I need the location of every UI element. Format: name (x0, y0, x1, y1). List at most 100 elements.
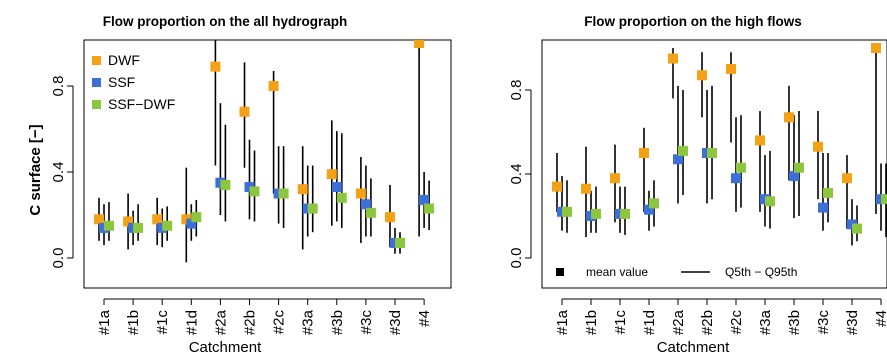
x-axis-label: Catchment (189, 339, 262, 356)
y-tick-label: 0.4 (508, 164, 525, 185)
mean-point-ssf-dwf (307, 203, 318, 214)
x-tick-label: #3d (387, 310, 404, 335)
mean-point-ssf-dwf (162, 220, 173, 231)
axes: 0.0 0.4 0.8 #1a #1b #1c #1d #2a #2b #2c #3a #3b #3c #… (508, 80, 887, 335)
mean-point-dwf (610, 173, 620, 184)
x-tick-label: #2b (242, 310, 259, 335)
mean-point-dwf (581, 183, 591, 194)
x-tick-label: #2c (728, 310, 745, 335)
mean-point-ssf-dwf (678, 145, 688, 156)
legend-label-dwf: DWF (108, 52, 140, 68)
mean-point-dwf (268, 81, 279, 91)
mean-point-ssf-dwf (649, 198, 659, 209)
panel-title: Flow proportion on the high flows (584, 14, 801, 29)
x-tick-label: #3a (757, 309, 774, 335)
panel-high-flows: Flow proportion on the high flows Catchm… (508, 14, 887, 356)
mean-point-ssf-dwf (562, 206, 572, 217)
mean-point-ssf-dwf (249, 186, 260, 197)
mean-point-dwf (94, 214, 104, 225)
x-tick-label: #2c (271, 310, 288, 335)
mean-point-ssf-dwf (765, 196, 775, 207)
mean-point-ssf-dwf (591, 208, 601, 219)
mean-point-dwf (297, 184, 308, 195)
mean-point-ssf (331, 182, 342, 193)
mean-point-ssf-dwf (278, 188, 289, 199)
mean-point-ssf-dwf (220, 179, 231, 190)
mean-point-ssf-dwf (336, 192, 347, 203)
legend-swatch-ssf-dwf (92, 100, 101, 109)
y-tick-label: 0.0 (50, 248, 67, 269)
mean-point-dwf (326, 169, 337, 180)
mean-point-dwf (726, 64, 736, 74)
mean-point-dwf (697, 70, 707, 81)
panel-all-hydrograph: Flow proportion on the all hydrograph C … (27, 14, 452, 356)
mean-point-ssf-dwf (794, 162, 804, 173)
mean-point-ssf-dwf (881, 194, 887, 205)
mean-point-ssf-dwf (823, 187, 833, 198)
mean-point-ssf-dwf (424, 203, 435, 214)
mean-point-ssf (360, 199, 371, 210)
mean-point-ssf (644, 204, 654, 215)
mean-point-ssf-dwf (852, 223, 862, 234)
mean-point-dwf (152, 214, 163, 225)
legend-mean-label: mean value (586, 265, 648, 279)
mean-point-dwf (813, 141, 823, 152)
mean-point-ssf-dwf (191, 212, 202, 223)
y-tick-label: 0.0 (508, 248, 525, 269)
x-tick-label: #1d (183, 310, 200, 335)
x-tick-label: #1c (154, 310, 171, 335)
mean-point-dwf (784, 112, 794, 123)
mean-point-ssf (186, 218, 197, 229)
x-tick-label: #3a (300, 309, 317, 335)
panel-title: Flow proportion on the all hydrograph (103, 14, 347, 29)
y-tick-label: 0.4 (50, 162, 67, 183)
mean-point-dwf (755, 135, 765, 146)
plot-frame (541, 39, 887, 289)
x-tick-label: #2b (699, 310, 716, 335)
x-tick-label: #4 (416, 310, 433, 327)
legend-mean-marker (556, 268, 564, 276)
mean-point-ssf (419, 194, 430, 205)
x-tick-label: #1c (612, 310, 629, 335)
mean-point-dwf (639, 148, 649, 158)
mean-point-dwf (210, 61, 221, 72)
x-tick-label: #1b (125, 310, 142, 335)
x-tick-label: #1d (641, 310, 658, 335)
mean-point-ssf (673, 154, 683, 165)
y-tick-label: 0.8 (50, 76, 67, 97)
mean-point-dwf (871, 43, 881, 53)
mean-point-ssf-dwf (133, 222, 144, 233)
legend-label-ssf: SSF (108, 74, 135, 90)
mean-point-dwf (123, 216, 134, 227)
x-tick-label: #4 (873, 310, 887, 327)
x-tick-label: #3b (786, 310, 803, 335)
mean-point-dwf (842, 173, 852, 184)
x-tick-label: #3d (844, 310, 861, 335)
x-tick-label: #3c (815, 310, 832, 335)
x-tick-label: #3b (329, 310, 346, 335)
mean-point-dwf (668, 53, 678, 64)
axes: 0.0 0.4 0.8 #1a #1b #1c #1d #2a #2b #2c #3a #3b #3c #… (50, 76, 433, 335)
legend-label-ssf-dwf: SSF−DWF (108, 96, 175, 112)
x-tick-label: #1a (96, 309, 113, 335)
data-marks (552, 43, 887, 246)
mean-point-ssf-dwf (365, 207, 376, 218)
mean-point-dwf (355, 188, 366, 199)
mean-point-ssf-dwf (707, 148, 717, 158)
plot-frame (83, 39, 452, 289)
mean-point-ssf (789, 171, 799, 182)
x-tick-label: #2a (212, 309, 229, 335)
mean-point-ssf-dwf (736, 162, 746, 173)
series-legend: DWF SSF SSF−DWF (92, 52, 175, 112)
mean-point-dwf (385, 212, 395, 223)
data-marks (94, 40, 435, 263)
mean-point-ssf (731, 173, 741, 184)
stat-legend: mean value Q5th − Q95th (556, 265, 797, 279)
x-tick-label: #1b (583, 310, 600, 335)
y-axis-label: C surface [−] (27, 124, 44, 215)
y-tick-label: 0.8 (508, 80, 525, 101)
x-tick-label: #2a (670, 309, 687, 335)
mean-point-ssf-dwf (395, 237, 405, 248)
legend-range-label: Q5th − Q95th (725, 265, 797, 279)
